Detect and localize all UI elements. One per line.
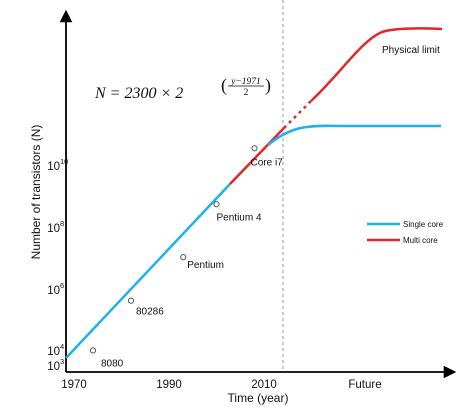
annotation-physical-limit: Physical limit bbox=[382, 45, 440, 56]
point-label-core-i7: Core i7 bbox=[251, 157, 284, 168]
formula-lhs: N = 2300 × 2 bbox=[94, 85, 183, 102]
point-core-i7 bbox=[251, 145, 258, 152]
formula-exp-denominator: 2 bbox=[244, 88, 249, 98]
formula-exp-numerator: y−1971 bbox=[230, 77, 261, 87]
x-axis-label: Time (year) bbox=[228, 391, 289, 405]
point-pentium-4 bbox=[213, 201, 220, 208]
point-label-pentium-4: Pentium 4 bbox=[217, 212, 262, 223]
y-tick-10e6: 10 bbox=[47, 285, 60, 297]
y-axis-label: Number of transistors (N) bbox=[29, 125, 43, 260]
y-tick-exponent-6: 6 bbox=[60, 281, 64, 290]
legend: Single core Multi core bbox=[367, 220, 444, 245]
formula-close-paren: ) bbox=[265, 75, 271, 96]
legend-label-single-core: Single core bbox=[403, 220, 444, 229]
series-multi-core-dotted bbox=[283, 100, 312, 129]
formula: N = 2300 × 2 ( y−1971 2 ) bbox=[94, 75, 271, 102]
point-8080 bbox=[89, 347, 97, 354]
y-tick-10e10: 10 bbox=[47, 161, 60, 173]
point-label-pentium: Pentium bbox=[187, 260, 224, 271]
y-tick-10e8: 10 bbox=[47, 223, 60, 235]
point-label-8080: 8080 bbox=[101, 358, 124, 369]
x-tick-1990: 1990 bbox=[156, 379, 182, 391]
y-tick-exponent-8: 8 bbox=[60, 219, 64, 228]
legend-label-multi-core: Multi core bbox=[403, 236, 438, 245]
x-tick-1970: 1970 bbox=[61, 379, 87, 391]
x-tick-future: Future bbox=[348, 379, 381, 391]
y-tick-10e4: 10 bbox=[47, 346, 60, 358]
y-tick-exponent-4: 4 bbox=[60, 342, 64, 351]
series-single-core-line bbox=[65, 183, 231, 359]
point-pentium bbox=[180, 254, 187, 261]
series-single-core-future bbox=[267, 124, 441, 146]
point-label-80286: 80286 bbox=[136, 307, 164, 318]
y-tick-exponent-3: 3 bbox=[60, 357, 64, 366]
series-multi-core-line bbox=[229, 127, 285, 185]
point-80286 bbox=[127, 297, 135, 304]
formula-open-paren: ( bbox=[221, 75, 227, 96]
y-tick-10e3: 10 bbox=[47, 361, 60, 373]
y-tick-exponent-10: 10 bbox=[60, 157, 68, 166]
series-multi-core-future bbox=[310, 27, 443, 102]
x-tick-2010: 2010 bbox=[251, 379, 277, 391]
